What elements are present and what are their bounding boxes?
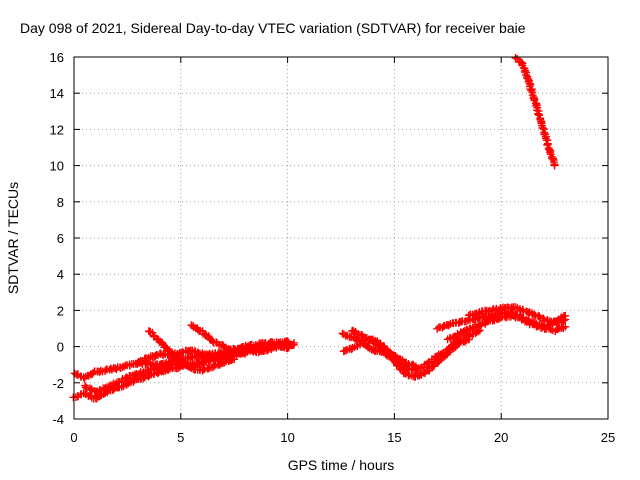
data-point — [210, 362, 219, 370]
y-tick-label: -4 — [52, 412, 64, 427]
x-tick-label: 15 — [387, 430, 401, 445]
data-point — [543, 140, 552, 149]
data-points — [69, 54, 570, 403]
x-axis-label: GPS time / hours — [288, 457, 395, 473]
y-tick-label: 6 — [57, 231, 64, 246]
chart-title: Day 098 of 2021, Sidereal Day-to-day VTE… — [20, 20, 526, 36]
data-point — [450, 333, 459, 342]
y-tick-label: 0 — [57, 340, 64, 355]
axis-ticks: 0 5 10 15 20 25 -4 -2 0 2 4 6 8 10 12 14 16 — [50, 50, 616, 445]
data-point — [204, 364, 213, 373]
data-point — [283, 337, 292, 346]
x-tick-label: 0 — [70, 430, 77, 445]
series-track-4 — [144, 327, 239, 375]
data-point — [550, 161, 559, 170]
data-point — [464, 311, 473, 320]
data-point — [175, 349, 184, 357]
y-tick-label: 14 — [50, 86, 64, 101]
x-tick-label: 25 — [601, 430, 615, 445]
series-track-12 — [464, 303, 570, 326]
series-track-6 — [133, 346, 249, 367]
data-point — [561, 322, 570, 331]
data-point — [240, 349, 249, 358]
y-tick-label: 2 — [57, 303, 64, 318]
series-track-9 — [348, 326, 420, 371]
data-point — [81, 383, 90, 392]
data-point — [411, 362, 420, 371]
data-point — [517, 58, 526, 67]
y-tick-label: -2 — [52, 376, 64, 391]
data-point — [290, 339, 298, 347]
series-track-8 — [339, 335, 474, 381]
data-point — [535, 111, 544, 120]
y-tick-label: 8 — [57, 195, 64, 210]
y-tick-label: 12 — [50, 122, 64, 137]
x-tick-label: 10 — [280, 430, 294, 445]
y-tick-label: 4 — [57, 267, 64, 282]
series-track-11 — [443, 311, 570, 344]
y-tick-label: 10 — [50, 159, 64, 174]
data-point — [227, 356, 236, 365]
series-track-13 — [511, 54, 559, 170]
data-point — [465, 335, 474, 344]
y-axis-label: SDTVAR / TECUs — [5, 182, 21, 294]
data-point — [230, 355, 239, 364]
x-tick-label: 5 — [177, 430, 184, 445]
plot-frame — [73, 56, 609, 420]
y-tick-label: 16 — [50, 50, 64, 65]
x-tick-label: 20 — [494, 430, 508, 445]
data-point — [561, 311, 570, 320]
